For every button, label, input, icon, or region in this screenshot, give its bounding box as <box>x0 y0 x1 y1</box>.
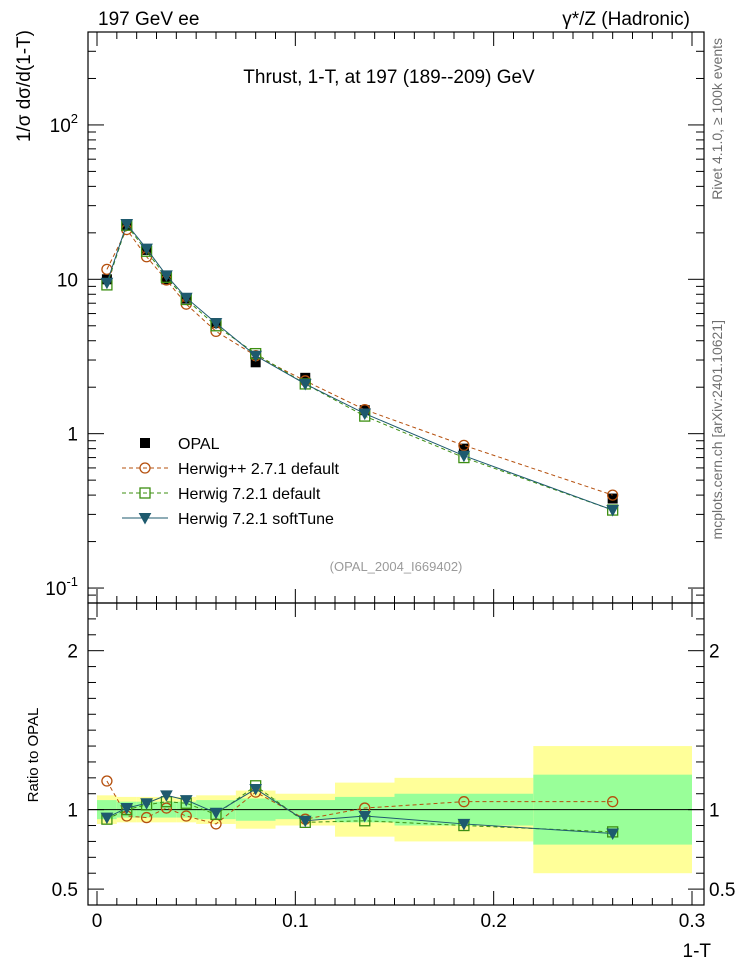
ratio-uncertainty-bands <box>88 746 704 874</box>
x-tick-label-0: 0 <box>92 911 103 932</box>
chart-title: Thrust, 1-T, at 197 (189--209) GeV <box>243 67 535 88</box>
series-2-ratio-point-8 <box>358 810 372 823</box>
ratio-y-tick-label-left-2: 2 <box>67 642 78 663</box>
legend-label-1: Herwig 7.2.1 default <box>178 486 321 503</box>
legend-label-2: Herwig 7.2.1 softTune <box>178 511 334 528</box>
series-0-ratio-point-10 <box>607 796 619 808</box>
opal-data-point-7 <box>300 372 311 383</box>
series-2-main-point-9 <box>457 450 471 463</box>
opal-data-point-6 <box>250 357 261 368</box>
series-2-main-point-5 <box>209 318 223 330</box>
main-y-tick-label-1: 1 <box>67 425 78 446</box>
series-2-main-point-8 <box>358 408 372 421</box>
series-2-main-point-3 <box>160 270 173 282</box>
series-2-ratio-point-0 <box>100 812 114 825</box>
x-tick-label-2: 0.2 <box>480 911 506 932</box>
x-axis-label: 1-T <box>683 941 712 962</box>
series-2-ratio-point-9 <box>457 818 471 831</box>
series-2-main-point-2 <box>140 243 153 256</box>
series-2-ratio-point-2 <box>140 798 153 810</box>
main-y-tick-label-0: 10-1 <box>45 574 78 600</box>
series-2-main-point-4 <box>179 292 193 305</box>
ratio-y-tick-label-right-2: 2 <box>709 642 720 663</box>
series-0-ratio-point-2 <box>140 811 153 824</box>
y-axis-label: 1/σ dσ/d(1-T) <box>14 30 35 142</box>
series-2-ratio-point-7 <box>298 815 312 828</box>
ratio-plot-frame <box>87 602 705 906</box>
series-2-ratio-point-4 <box>179 795 193 807</box>
opal-data-point-9 <box>458 443 469 454</box>
series-2-ratio-point-1 <box>120 803 134 815</box>
main-y-tick-exponent-0: -1 <box>66 574 78 589</box>
series-2-main-point-6 <box>249 350 263 363</box>
header-left: 197 GeV ee <box>98 9 199 30</box>
ratio-y-tick-label-right-0: 0.5 <box>709 880 735 901</box>
axis-ticks: 0 0.1 0.2 0.3 10-1 1 102 10 0.5 0.5 1 1 2 2 <box>45 31 735 932</box>
series-2-main-point-7 <box>298 378 312 391</box>
ratio-y-axis-label: Ratio to OPAL <box>25 708 42 803</box>
series-0-main-line <box>106 228 613 496</box>
series-2-main-point-0 <box>100 277 114 290</box>
series-0-ratio-point-9 <box>458 796 470 808</box>
x-tick-label-1: 0.1 <box>282 911 308 932</box>
series-0-ratio-point-0 <box>101 775 113 787</box>
main-y-tick-exponent-2: 2 <box>71 111 78 126</box>
legend-marker-2 <box>138 513 152 525</box>
main-y-tick-label-2: 102 <box>50 111 78 137</box>
ratio-y-tick-label-right-1: 1 <box>709 801 720 822</box>
ratio-y-tick-label-left-1: 1 <box>67 801 78 822</box>
series-layer <box>100 219 620 841</box>
series-2-ratio-point-3 <box>160 790 173 802</box>
main-y-tick-label-10: 10 <box>57 270 78 291</box>
series-2-ratio-point-6 <box>249 783 263 796</box>
legend-label-opal: OPAL <box>178 436 220 453</box>
opal-data-point-10 <box>607 493 618 504</box>
series-2-main-point-1 <box>120 219 134 231</box>
series-0-main-point-10 <box>607 489 619 501</box>
x-tick-label-3: 0.3 <box>679 911 705 932</box>
series-2-main-point-10 <box>606 505 620 517</box>
series-0-ratio-line <box>106 780 613 825</box>
header-right: γ*/Z (Hadronic) <box>562 9 690 30</box>
legend-marker-0 <box>139 462 151 474</box>
legend-marker-opal <box>140 438 150 448</box>
series-2-ratio-point-10 <box>606 828 620 841</box>
plot-frames <box>87 31 705 906</box>
legend-label-0: Herwig++ 2.7.1 default <box>178 461 340 478</box>
series-0-ratio-point-3 <box>160 802 173 814</box>
series-2-ratio-point-5 <box>209 807 223 820</box>
rivet-version-label: Rivet 4.1.0, ≥ 100k events <box>709 38 725 200</box>
ratio-y-tick-label-left-0: 0.5 <box>52 880 78 901</box>
mcplots-label: mcplots.cern.ch [arXiv:2401.10621] <box>709 320 725 539</box>
legend: OPAL Herwig++ 2.7.1 default Herwig 7.2.1 d… <box>122 436 340 528</box>
analysis-watermark: (OPAL_2004_I669402) <box>330 559 463 574</box>
series-0-ratio-point-4 <box>180 810 192 822</box>
series-0-main-point-9 <box>458 439 470 452</box>
legend-marker-1 <box>139 487 151 499</box>
